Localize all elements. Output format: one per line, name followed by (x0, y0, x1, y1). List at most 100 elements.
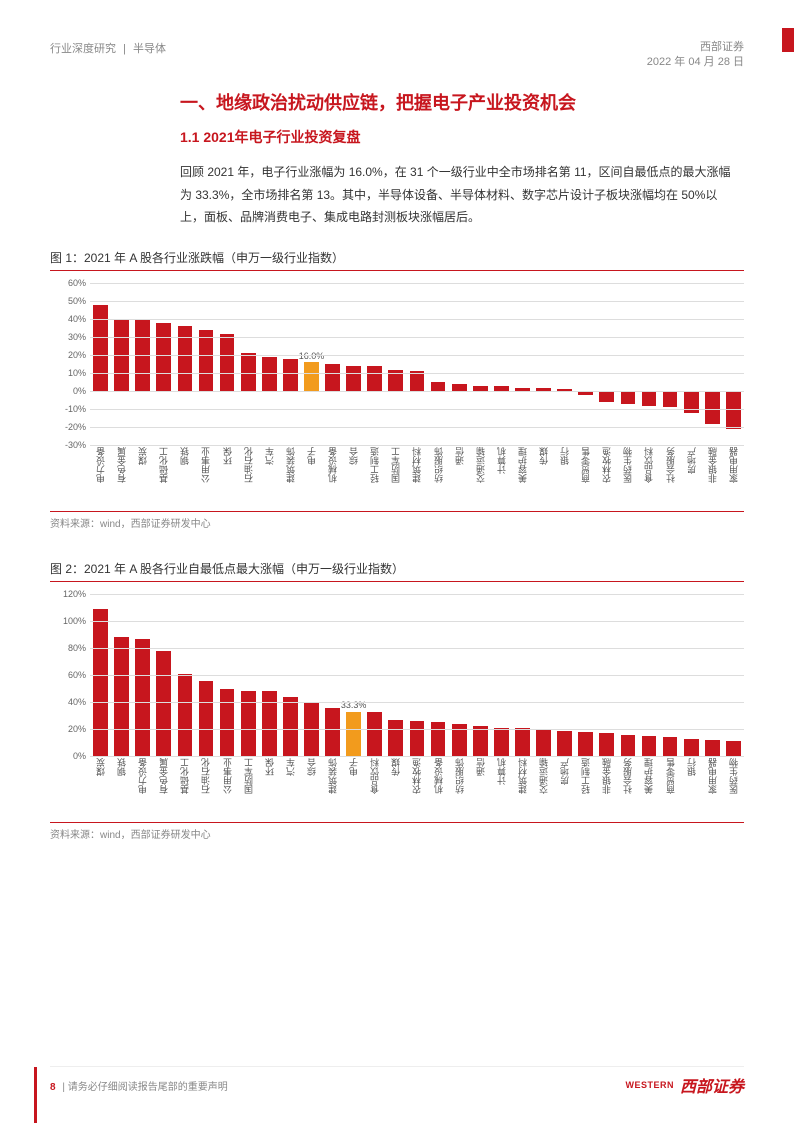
section-title: 一、地缘政治扰动供应链，把握电子产业投资机会 (180, 89, 744, 115)
bar (663, 391, 678, 407)
page-footer: 8 | 请务必仔细阅读报告尾部的重要声明 WESTERN 西部证券 (50, 1066, 744, 1097)
gridline (90, 391, 744, 392)
chart-2-xlabels: 煤炭钢铁电力设备有色金属基础化工石油石化公用事业国防军工环保汽车综合建筑装饰电子… (90, 758, 744, 818)
bar-slot (174, 283, 195, 445)
x-axis-label: 计算机 (491, 447, 512, 507)
bar-slot (681, 283, 702, 445)
x-axis-label: 电力设备 (90, 447, 111, 507)
page-number-block: 8 | 请务必仔细阅读报告尾部的重要声明 (50, 1078, 228, 1093)
disclaimer: 请务必仔细阅读报告尾部的重要声明 (68, 1082, 228, 1093)
x-axis-label: 房地产 (681, 447, 702, 507)
y-axis-label: 50% (50, 296, 86, 306)
bar (684, 739, 699, 757)
chart-1-plot: 16.0% (90, 283, 744, 445)
bar-slot (702, 283, 723, 445)
gridline (90, 409, 744, 410)
x-axis-label: 基础化工 (174, 758, 195, 818)
body-paragraph: 回顾 2021 年，电子行业涨幅为 16.0%，在 31 个一级行业中全市场排名… (180, 161, 734, 229)
company-name: 西部证券 (647, 40, 744, 55)
bar (388, 720, 403, 756)
x-axis-label: 电子 (301, 447, 322, 507)
x-axis-label: 钢铁 (174, 447, 195, 507)
x-axis-label: 传媒 (533, 447, 554, 507)
page-number: 8 (50, 1082, 56, 1093)
x-axis-label: 美容护理 (638, 758, 659, 818)
x-axis-label: 综合 (301, 758, 322, 818)
y-axis-label: 40% (50, 314, 86, 324)
bar (178, 326, 193, 391)
x-axis-label: 电子 (343, 758, 364, 818)
gridline (90, 621, 744, 622)
x-axis-label: 环保 (259, 758, 280, 818)
x-axis-label: 轻工制造 (575, 758, 596, 818)
x-axis-label: 建筑材料 (512, 758, 533, 818)
bar (578, 732, 593, 756)
bar (283, 359, 298, 391)
x-axis-label: 有色金属 (153, 758, 174, 818)
bar (663, 737, 678, 756)
x-axis-label: 有色金属 (111, 447, 132, 507)
bar (325, 708, 340, 757)
x-axis-label: 钢铁 (111, 758, 132, 818)
bar (599, 733, 614, 756)
logo-en: WESTERN (625, 1080, 674, 1090)
bar (431, 382, 446, 391)
figure-1-title: 图 1：2021 年 A 股各行业涨跌幅（申万一级行业指数） (50, 249, 744, 271)
bar-slot: 16.0% (301, 283, 322, 445)
bar (199, 330, 214, 391)
gridline (90, 427, 744, 428)
x-axis-label: 机械设备 (322, 447, 343, 507)
logo-cn: 西部证券 (680, 1073, 744, 1097)
x-axis-label: 家用电器 (702, 758, 723, 818)
x-axis-label: 公用事业 (195, 447, 216, 507)
gridline (90, 373, 744, 374)
x-axis-label: 银行 (681, 758, 702, 818)
x-axis-label: 煤炭 (132, 447, 153, 507)
bar (621, 391, 636, 404)
bar (367, 366, 382, 391)
bar (135, 639, 150, 756)
chart-1: 16.0% 电力设备有色金属煤炭基础化工钢铁公用事业环保石油石化汽车建筑装饰电子… (50, 277, 744, 507)
bar (599, 391, 614, 402)
header-left: 行业深度研究 | 半导体 (50, 40, 166, 56)
gridline (90, 729, 744, 730)
x-axis-label: 食品饮料 (364, 758, 385, 818)
bar (410, 371, 425, 391)
bar-slot (638, 283, 659, 445)
bar (346, 712, 361, 757)
gridline (90, 319, 744, 320)
x-axis-label: 农林牧渔 (406, 758, 427, 818)
bar-slot (428, 283, 449, 445)
bar (431, 722, 446, 756)
bar-slot (406, 283, 427, 445)
bar-slot (533, 283, 554, 445)
x-axis-label: 医药生物 (723, 758, 744, 818)
gridline (90, 301, 744, 302)
bar (536, 729, 551, 756)
figure-2: 图 2：2021 年 A 股各行业自最低点最大涨幅（申万一级行业指数） 33.3… (50, 560, 744, 841)
y-axis-label: 100% (50, 616, 86, 626)
gridline (90, 355, 744, 356)
bar (346, 366, 361, 391)
chart-1-bars: 16.0% (90, 283, 744, 445)
y-axis-label: -20% (50, 422, 86, 432)
x-axis-label: 建筑材料 (406, 447, 427, 507)
x-axis-label: 银行 (554, 447, 575, 507)
bar (241, 691, 256, 756)
bar (283, 697, 298, 756)
x-axis-label: 环保 (217, 447, 238, 507)
x-axis-label: 煤炭 (90, 758, 111, 818)
y-axis-label: 60% (50, 278, 86, 288)
x-axis-label: 建筑装饰 (322, 758, 343, 818)
x-axis-label: 商贸零售 (575, 447, 596, 507)
bar (325, 364, 340, 391)
bar-slot (259, 283, 280, 445)
x-axis-label: 汽车 (259, 447, 280, 507)
bar-slot (280, 283, 301, 445)
report-date: 2022 年 04 月 28 日 (647, 55, 744, 70)
x-axis-label: 通信 (449, 447, 470, 507)
subsection-title: 1.1 2021年电子行业投资复盘 (180, 127, 744, 147)
x-axis-label: 食品饮料 (638, 447, 659, 507)
x-axis-label: 机械设备 (428, 758, 449, 818)
bar-slot (90, 283, 111, 445)
